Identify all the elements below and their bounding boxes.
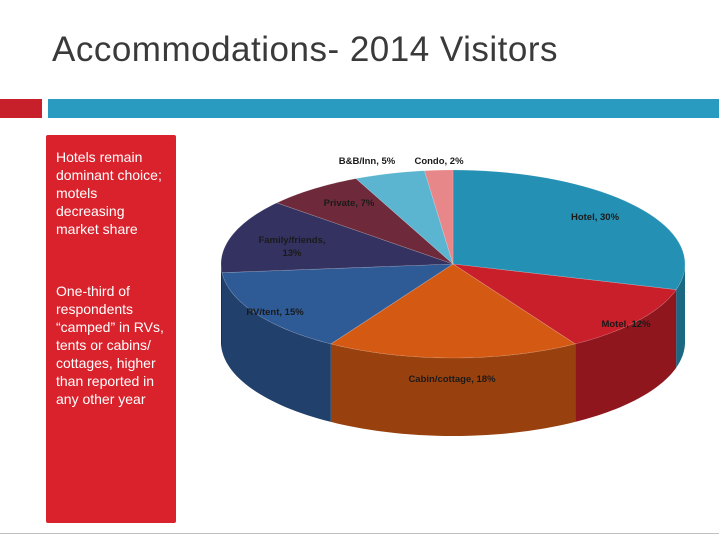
pie-label-b-b-inn: B&B/Inn, 5% <box>339 156 396 167</box>
pie-label-private: Private, 7% <box>324 198 375 209</box>
pie-slice-condo <box>424 169 454 265</box>
pie-label-cabin-cottage: Cabin/cottage, 18% <box>408 374 496 385</box>
pie-labels: Hotel, 30% Motel, 12% Cabin/cottage, 18% RV… <box>246 156 651 385</box>
footer-divider <box>0 533 719 534</box>
pie-label-motel: Motel, 12% <box>601 319 651 330</box>
accent-bar-blue <box>48 99 719 118</box>
bullet-panel: Hotels remain dominant choice; motels de… <box>46 135 176 523</box>
pie-side-family-friends <box>221 264 222 351</box>
slide-title: Accommodations- 2014 Visitors <box>52 30 559 69</box>
pie-side-hotel <box>676 264 685 368</box>
bullet-hotels: Hotels remain dominant choice; motels de… <box>56 149 162 237</box>
pie-slice-rv-tent <box>221 263 455 345</box>
bullet-camped: One-third of respondents “camped” in RVs… <box>56 283 164 407</box>
pie-side-motel <box>575 289 677 422</box>
pie-slice-private <box>276 178 454 265</box>
pie-side-walls <box>221 264 685 436</box>
pie-side-cabin-cottage <box>330 343 576 436</box>
pie-slice-family-friends <box>220 202 454 273</box>
pie-label-family-friends: Family/friends, 13% <box>258 235 325 259</box>
pie-label-condo: Condo, 2% <box>414 156 464 167</box>
pie-slice-cabin-cottage <box>330 263 576 359</box>
pie-top-faces <box>220 169 686 359</box>
pie-slice-motel <box>452 263 677 345</box>
pie-side-rv-tent <box>221 272 331 422</box>
accent-bar-red <box>0 99 42 118</box>
pie-slice-hotel <box>452 169 686 291</box>
pie-label-hotel: Hotel, 30% <box>571 212 620 223</box>
pie-label-rv-tent: RV/tent, 15% <box>246 307 304 318</box>
pie-slice-b-b-inn <box>355 170 454 265</box>
